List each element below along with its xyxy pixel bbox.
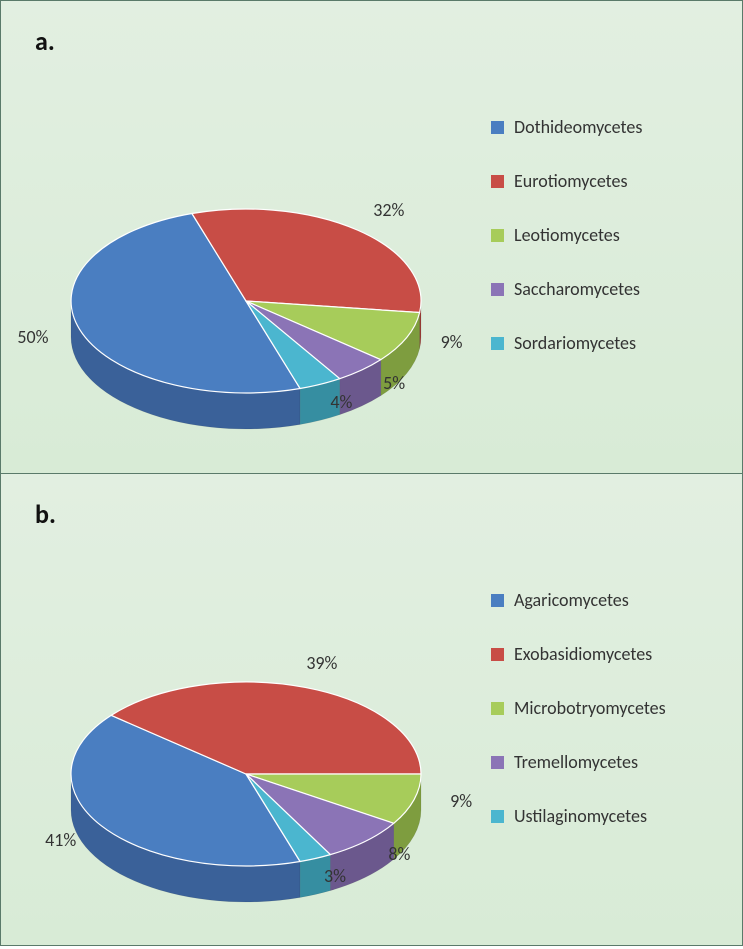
legend-label: Eurotiomycetes [514, 170, 628, 192]
slice-label: 9% [450, 790, 472, 812]
legend-label: Tremellomycetes [514, 751, 638, 773]
legend-label: Microbotryomycetes [514, 697, 666, 719]
legend-item: Dothideomycetes [491, 116, 721, 138]
legend-swatch-icon [491, 229, 504, 242]
legend-label: Dothideomycetes [514, 116, 642, 138]
pie-chart-a: 50%32%9%5%4% [31, 71, 461, 451]
slice-label: 9% [441, 331, 463, 353]
legend-item: Saccharomycetes [491, 278, 721, 300]
legend-b: Agaricomycetes Exobasidiomycetes Microbotr… [491, 589, 721, 859]
panel-a: a. 50% 32% 9% 5% 4% Dothideomycetes Eurotiomy… [0, 0, 743, 473]
legend-swatch-icon [491, 648, 504, 661]
legend-item: Agaricomycetes [491, 589, 721, 611]
pie-chart-b: 41%39%9%8%3% [31, 544, 461, 924]
legend-swatch-icon [491, 175, 504, 188]
slice-label: 3% [324, 865, 346, 887]
legend-swatch-icon [491, 702, 504, 715]
legend-item: Eurotiomycetes [491, 170, 721, 192]
slice-label: 4% [330, 391, 352, 413]
legend-label: Sordariomycetes [514, 332, 636, 354]
legend-swatch-icon [491, 756, 504, 769]
panel-a-label: a. [35, 25, 55, 57]
slice-label: 5% [383, 372, 405, 394]
legend-swatch-icon [491, 283, 504, 296]
panel-b-label: b. [35, 498, 56, 530]
legend-label: Leotiomycetes [514, 224, 620, 246]
slice-label: 8% [388, 843, 410, 865]
legend-item: Leotiomycetes [491, 224, 721, 246]
legend-swatch-icon [491, 121, 504, 134]
legend-label: Agaricomycetes [514, 589, 629, 611]
legend-label: Exobasidiomycetes [514, 643, 652, 665]
slice-label: 39% [306, 652, 337, 674]
legend-swatch-icon [491, 594, 504, 607]
legend-a: Dothideomycetes Eurotiomycetes Leotiomycet… [491, 116, 721, 386]
legend-label: Saccharomycetes [514, 278, 640, 300]
legend-label: Ustilaginomycetes [514, 805, 647, 827]
slice-label: 50% [17, 326, 48, 348]
legend-item: Ustilaginomycetes [491, 805, 721, 827]
legend-item: Tremellomycetes [491, 751, 721, 773]
slice-label: 32% [373, 199, 404, 221]
panel-b: b. 41% 39% 9% 8% 3% Agaricomycetes Exobasidio… [0, 473, 743, 946]
legend-swatch-icon [491, 337, 504, 350]
legend-swatch-icon [491, 810, 504, 823]
legend-item: Exobasidiomycetes [491, 643, 721, 665]
legend-item: Microbotryomycetes [491, 697, 721, 719]
slice-label: 41% [45, 829, 76, 851]
legend-item: Sordariomycetes [491, 332, 721, 354]
